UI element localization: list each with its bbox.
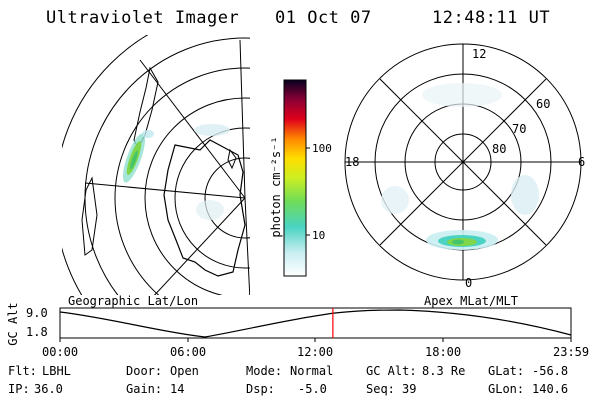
info-mode-value: Normal	[290, 364, 334, 378]
info-gain-value: 14	[170, 382, 185, 396]
timeline-xtick-2: 12:00	[297, 345, 334, 359]
geographic-label: Geographic Lat/Lon	[68, 294, 199, 308]
mlat-label-60: 60	[536, 97, 551, 111]
info-gain-label: Gain:	[126, 382, 163, 396]
aurora-oval-right	[381, 83, 539, 250]
info-mode-label: Mode:	[246, 364, 283, 378]
aurora-oval-left	[122, 124, 230, 220]
mlt-label-18: 18	[345, 155, 360, 169]
timeline-xtick-3: 18:00	[425, 345, 462, 359]
info-glon-value: 140.6	[532, 382, 569, 396]
app-title: Ultraviolet Imager	[46, 8, 240, 28]
timeline-ylabel: GC Alt	[6, 302, 20, 346]
info-ip-value: 36.0	[34, 382, 63, 396]
timeline-ymax: 9.0	[26, 306, 48, 320]
timeline-ymin: 1.8	[26, 325, 48, 339]
info-gcalt-label: GC Alt:	[366, 364, 417, 378]
mlt-label-6: 6	[578, 155, 586, 169]
mlt-label-12: 12	[472, 47, 487, 61]
info-flt-label: Flt:	[8, 364, 37, 378]
timeline-xtick-1: 06:00	[170, 345, 207, 359]
time-label: 12:48:11 UT	[432, 8, 551, 28]
info-dsp-value: -5.0	[298, 382, 327, 396]
apex-label: Apex MLat/MLT	[424, 294, 518, 308]
colorbar-tick-100: 100	[312, 142, 332, 155]
info-glat-label: GLat:	[488, 364, 525, 378]
colorbar-tick-10: 10	[312, 229, 326, 242]
info-glon-label: GLon:	[488, 382, 525, 396]
info-gcalt-value: 8.3 Re	[422, 364, 466, 378]
info-door-label: Door:	[126, 364, 163, 378]
info-flt-value: LBHL	[42, 364, 71, 378]
mlat-label-80: 80	[492, 142, 507, 156]
mlt-label-0: 0	[465, 276, 473, 290]
timeline-xtick-0: 00:00	[42, 345, 79, 359]
info-door-value: Open	[170, 364, 199, 378]
date-label: 01 Oct 07	[275, 8, 372, 28]
info-seq-value: 39	[402, 382, 417, 396]
info-glat-value: -56.8	[532, 364, 569, 378]
timeline-xtick-4: 23:59	[553, 345, 590, 359]
mlat-label-70: 70	[512, 122, 527, 136]
info-seq-label: Seq:	[366, 382, 395, 396]
info-ip-label: IP:	[8, 382, 30, 396]
info-dsp-label: Dsp:	[246, 382, 275, 396]
